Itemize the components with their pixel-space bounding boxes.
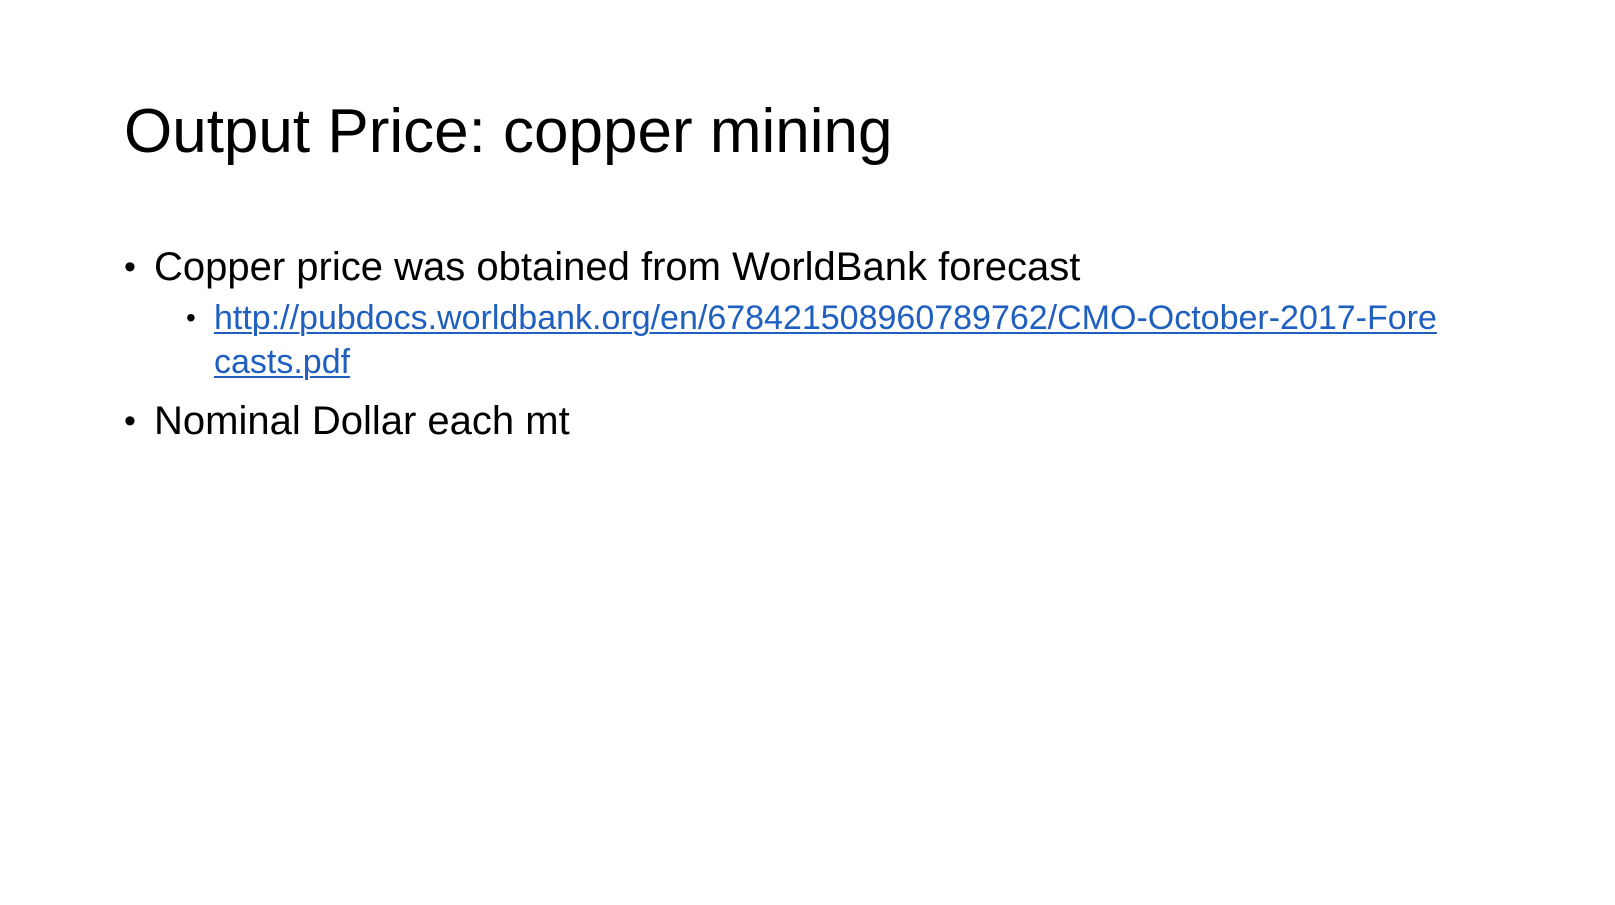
bullet-dot-icon: • <box>124 248 136 286</box>
worldbank-forecast-link[interactable]: http://pubdocs.worldbank.org/en/67842150… <box>214 299 1437 381</box>
bullet-text: Copper price was obtained from WorldBank… <box>154 245 1081 289</box>
slide-title: Output Price: copper mining <box>124 97 893 166</box>
bullet-item-nominal-dollar: • Nominal Dollar each mt <box>124 394 1524 448</box>
bullet-list: • Copper price was obtained from WorldBa… <box>124 240 1524 450</box>
bullet-dot-icon: • <box>186 302 196 333</box>
bullet-text: Nominal Dollar each mt <box>154 399 570 443</box>
sub-bullet-item-link: • http://pubdocs.worldbank.org/en/678421… <box>186 296 1444 384</box>
bullet-dot-icon: • <box>124 402 136 440</box>
bullet-item-copper-price: • Copper price was obtained from WorldBa… <box>124 240 1524 294</box>
